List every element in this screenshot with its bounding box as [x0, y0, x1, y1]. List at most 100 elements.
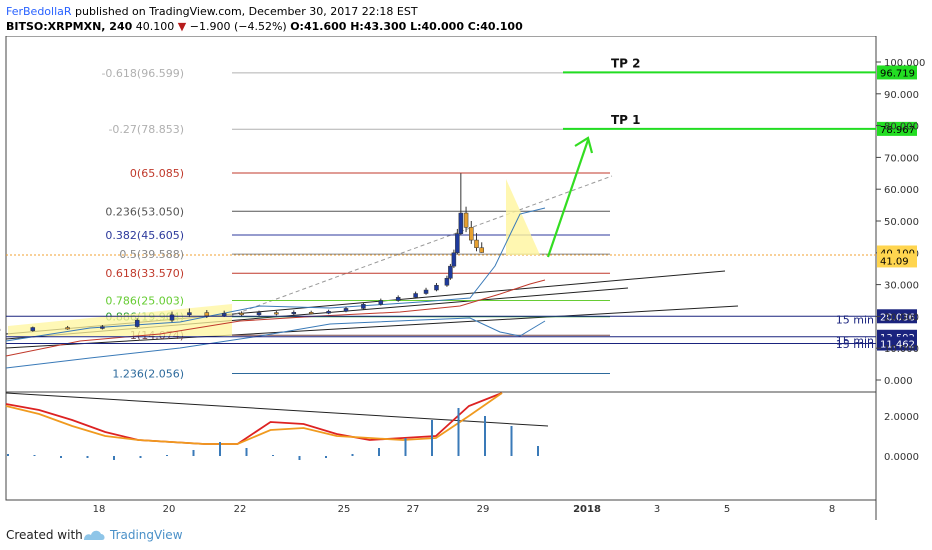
- time-tick-label: 5: [724, 504, 730, 515]
- fib-level-label: 0.236(53.050): [105, 205, 184, 218]
- fib-level-label: 0.786(25.003): [105, 294, 184, 307]
- candle-body-6: [187, 312, 192, 316]
- candle-body-4: [134, 319, 140, 327]
- price-chart[interactable]: -0.618(96.599) -0.27(78.853) 0(65.085) 0.23…: [0, 36, 932, 520]
- price-tick-label: 60.000: [884, 185, 919, 196]
- support-label: 15 min: [836, 338, 874, 351]
- ohlc-values: O:41.600 H:43.300 L:40.000 C:40.100: [290, 20, 523, 33]
- indicator-pane: [5, 391, 877, 501]
- candle-body-27: [463, 212, 469, 228]
- publish-line: FerBedollaR published on TradingView.com…: [6, 5, 418, 18]
- support-tag: 11.462: [880, 340, 915, 351]
- candle-body-23: [448, 265, 453, 279]
- support-tag-bg: [877, 336, 917, 351]
- candles: [0, 173, 484, 332]
- candle-body-24: [451, 252, 457, 267]
- candle-body-30: [479, 247, 484, 253]
- candle-body-29: [474, 239, 479, 248]
- time-tick-label: 3: [654, 504, 660, 515]
- candle-body-7: [204, 312, 210, 317]
- candle-body-25: [455, 233, 460, 254]
- price-tick-label: 80.000: [884, 122, 919, 133]
- target-tag: 78.967: [880, 125, 915, 136]
- price-tick-label: 10.000: [884, 344, 919, 355]
- time-tick-label: 29: [477, 504, 490, 515]
- candle-body-9: [239, 312, 244, 316]
- candle-body-13: [308, 312, 314, 315]
- candle-body-8: [221, 312, 227, 317]
- fib-level-label: 0.618(33.570): [105, 267, 184, 280]
- target-tag: 96.719: [880, 68, 915, 79]
- fib-level-label: 1.236(2.056): [112, 367, 184, 380]
- candle-body-5: [169, 314, 175, 321]
- tradingview-logo-icon: [84, 530, 105, 540]
- price-tick-label: 20.000: [884, 312, 919, 323]
- fib-level-label: 0.382(45.605): [105, 229, 184, 242]
- target-lines[interactable]: TP 2 96.719 TP 1 78.967: [563, 56, 917, 136]
- support-tag: 20.036: [880, 312, 915, 323]
- publish-info: published on TradingView.com, December 3…: [71, 5, 418, 18]
- macd-line-1: [5, 392, 503, 445]
- time-tick-label: 8: [829, 504, 835, 515]
- fib-level-label: -0.27(78.853): [108, 123, 184, 136]
- fib-trend-line: [229, 175, 613, 317]
- candle-body-2: [65, 327, 70, 330]
- price-tick-label: 90.000: [884, 90, 919, 101]
- band-middle: [5, 279, 546, 357]
- candle-body-18: [395, 297, 401, 301]
- candle-body-21: [434, 284, 439, 291]
- price-tag: 41.09: [880, 256, 909, 267]
- support-tag-bg: [877, 309, 917, 324]
- price-axis[interactable]: 100.000 90.000 80.000 70.000 60.000 50.000 40.…: [876, 58, 925, 387]
- fib-retracement[interactable]: -0.618(96.599) -0.27(78.853) 0(65.085) 0.23…: [8, 67, 610, 381]
- candle-body-20: [423, 289, 429, 294]
- price-tick-label: 30.000: [884, 281, 919, 292]
- symbol-label: BITSO:XRPMXN, 240: [6, 20, 133, 33]
- channel-line-2: [5, 305, 739, 349]
- price-tick-label: 50.000: [884, 217, 919, 228]
- candle-body-10: [256, 312, 262, 316]
- projected-rise-arrow: [546, 136, 594, 258]
- time-tick-label: 27: [407, 504, 420, 515]
- price-change: −1.900 (−4.52%): [189, 20, 287, 33]
- macd-indicator: 2.0000 0.0000: [5, 392, 919, 463]
- macd-tick-label: 0.0000: [884, 452, 919, 463]
- fib-level-label: 0(65.085): [130, 167, 184, 180]
- symbol-line: BITSO:XRPMXN, 240 40.100 ▼ −1.900 (−4.52…: [6, 20, 523, 33]
- macd-tick-label: 2.0000: [884, 412, 919, 423]
- candle-body-14: [326, 311, 331, 314]
- support-label: 15 min: [836, 313, 874, 326]
- target-tag-bg: [877, 121, 917, 136]
- time-tick-label: 20: [163, 504, 176, 515]
- candle-body-28: [469, 227, 474, 241]
- fib-level-label: -0.618(96.599): [101, 67, 184, 80]
- time-tick-label: 22: [234, 504, 247, 515]
- support-label: 15 min: [836, 335, 874, 348]
- tradingview-brand[interactable]: TradingView: [110, 528, 183, 542]
- last-price: 40.100: [135, 20, 175, 33]
- band-lower: [5, 317, 546, 369]
- price-tag-bg: [877, 253, 917, 268]
- time-axis[interactable]: 18 20 22 25 27 29 2018 3 5 8: [93, 504, 836, 515]
- author-link[interactable]: FerBedollaR: [6, 5, 72, 18]
- range-highlight: [8, 304, 232, 336]
- target-label: TP 1: [611, 113, 641, 127]
- price-tick-label: 0.000: [884, 376, 913, 387]
- candle-body-11: [274, 312, 279, 315]
- candle-body-26: [458, 212, 464, 234]
- time-tick-label: 2018: [573, 504, 601, 515]
- fib-level-label: 0.5(39.588): [119, 248, 184, 261]
- footer: Created with TradingView: [0, 520, 932, 550]
- price-tick-label: 70.000: [884, 153, 919, 164]
- created-with-label: Created with: [6, 528, 83, 542]
- time-tick-label: 25: [338, 504, 351, 515]
- candle-body-1: [30, 327, 36, 331]
- candle-body-16: [361, 304, 366, 309]
- target-tag-bg: [877, 65, 917, 80]
- candle-body-17: [378, 300, 384, 305]
- candle-body-12: [291, 312, 297, 315]
- price-tags: 40.10041.09: [877, 245, 917, 268]
- macd-line-0: [5, 392, 503, 445]
- target-label: TP 2: [611, 56, 641, 70]
